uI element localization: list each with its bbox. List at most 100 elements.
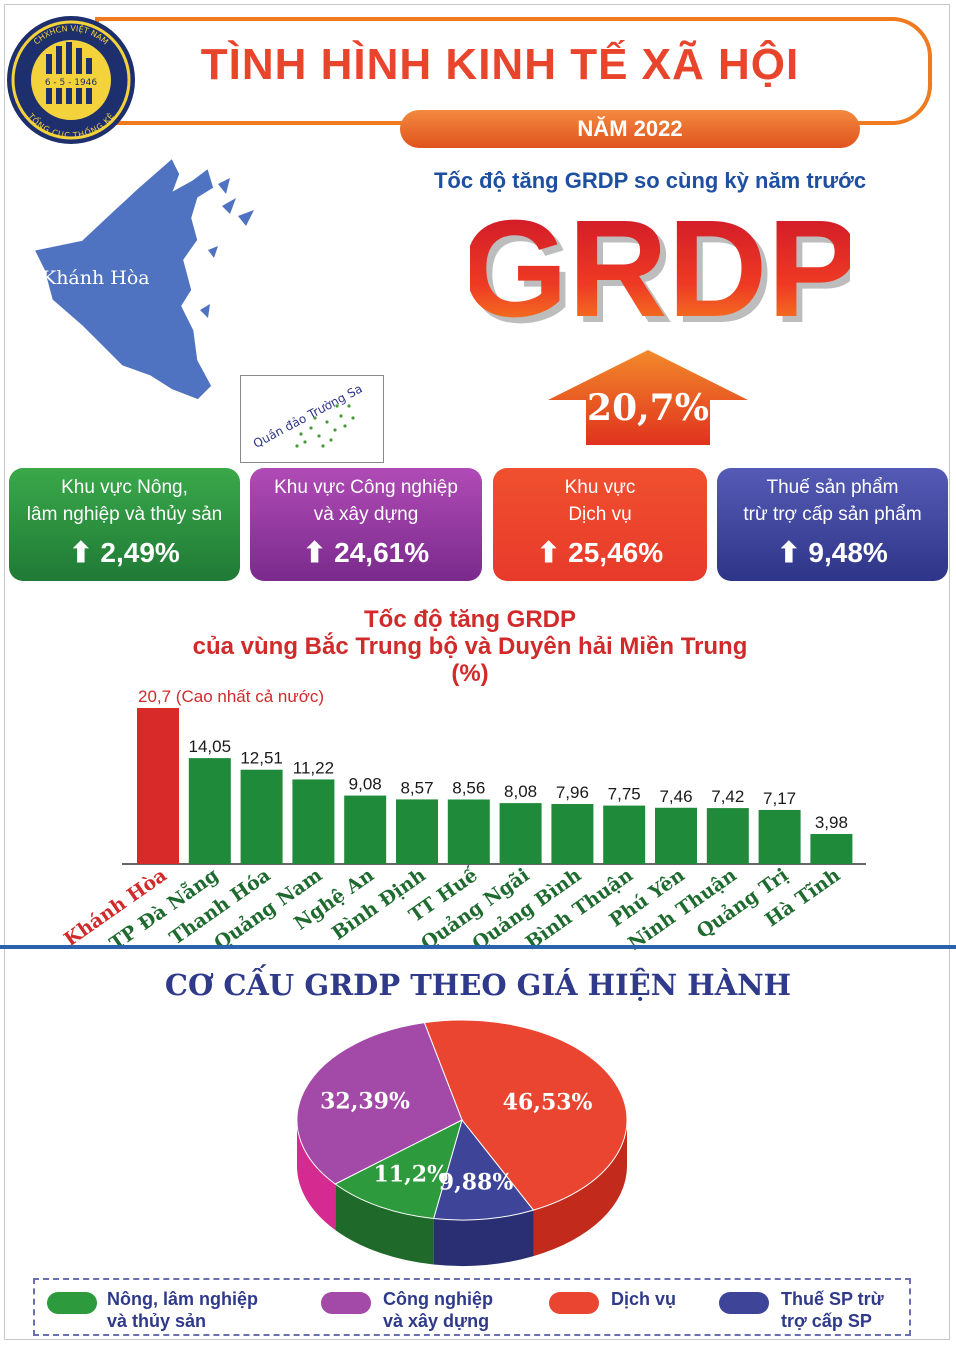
bar [758,809,801,864]
bar-value-label: 8,08 [504,782,537,801]
bar-chart-title-2: của vùng Bắc Trung bộ và Duyên hải Miền … [192,633,748,660]
up-arrow-icon: ⬆ [777,537,801,568]
grdp-bar-chart: 20,7 (Cao nhất cả nước)Khánh Hòa14,05TP … [60,687,866,950]
bar-value-label: 12,51 [240,749,283,768]
statistics-office-logo: 6 - 5 - 1946 CHXHCN VIỆT NAM TỔNG CỤC TH… [7,16,135,144]
pie-value-label: 32,39% [320,1088,410,1114]
pie-slice-side [335,1183,434,1265]
pie-slice [334,1119,463,1220]
legend-item-industry: Công nghiệp và xây dựng [383,1288,493,1332]
bar-value-label: 3,98 [815,813,848,832]
card-label: Khu vực Công nghiệp [274,477,458,498]
legend-label: Công nghiệp [383,1289,493,1309]
bar [137,708,179,864]
pie-slice-side [433,1210,534,1266]
sector-card-services: Khu vực Dịch vụ ⬆ 25,46% [493,468,707,581]
bar-value-label: 7,75 [608,785,641,804]
legend-label: và thủy sản [107,1311,207,1331]
bar [551,804,594,864]
legend-swatch-agri [47,1292,97,1314]
grdp-subtitle: Tốc độ tăng GRDP so cùng kỳ năm trước [433,168,867,193]
legend-swatch-taxes [719,1292,769,1314]
bar [603,805,646,864]
legend-label: trợ cấp SP [781,1311,872,1331]
bar [344,795,387,864]
pie-value-label: 46,53% [503,1090,593,1116]
grdp-structure-pie: 46,53% 9,88%11,2% 32,39% [296,1019,628,1266]
bar [292,779,335,864]
up-arrow-icon: ⬆ [302,537,327,568]
card-label: Khu vực Nông, [61,477,188,498]
bar [188,758,231,864]
legend-label: và xây dựng [383,1311,490,1331]
bar-value-label: 20,7 (Cao nhất cả nước) [138,687,324,706]
bar-value-label: 8,56 [452,778,485,797]
province-shape [32,156,215,401]
legend-swatch-industry [321,1292,371,1314]
pie-value-label: 9,88% [439,1169,514,1195]
card-value: 24,61% [334,537,430,568]
pie-legend: Nông, lâm nghiệp và thủy sản Công nghiệp v… [33,1278,911,1336]
sector-card-industry: Khu vực Công nghiệp và xây dựng ⬆ 24,61% [250,468,482,581]
bar-chart-title-1: Tốc độ tăng GRDP [364,606,576,633]
sector-card-taxes: Thuế sản phẩm trừ trợ cấp sản phẩm ⬆ 9,48… [717,468,948,581]
pie-value-label: 11,2% [374,1162,449,1188]
bar-value-label: 9,08 [349,775,382,794]
legend-label: Dịch vụ [611,1289,677,1309]
pie-chart-title: CƠ CẤU GRDP THEO GIÁ HIỆN HÀNH [164,968,792,1002]
legend-item-agri: Nông, lâm nghiệp và thủy sản [107,1288,258,1332]
bar-value-label: 7,96 [556,783,589,802]
grdp-growth-value: 20,7% [587,387,709,429]
bar-value-label: 7,46 [659,787,692,806]
pie-slice-side [533,1120,627,1257]
legend-item-services: Dịch vụ [611,1288,676,1310]
legend-label: Thuế SP trừ [781,1289,884,1309]
bar [810,834,853,864]
legend-item-taxes: Thuế SP trừ trợ cấp SP [781,1288,884,1332]
year-badge: NĂM 2022 [400,110,860,148]
grdp-wordmark: GRDP GRDP [470,200,850,340]
islands-shape [200,178,254,318]
khanh-hoa-map: Khánh Hòa [32,156,254,401]
spratly-label: Quần đảo Trường Sa [251,381,365,450]
bar-value-label: 8,57 [400,778,433,797]
page-title: TÌNH HÌNH KINH TẾ XÃ HỘI [200,40,800,89]
spratly-inset: Quần đảo Trường Sa [240,375,384,463]
card-value: 2,49% [100,537,180,568]
bar [499,803,542,864]
card-label: Khu vực [564,477,636,498]
card-label: và xây dựng [313,504,419,525]
bar-value-label: 11,22 [293,758,334,777]
up-arrow-icon: ⬆ [536,537,561,568]
card-value: 9,48% [808,537,888,568]
bar-value-label: 7,42 [711,787,744,806]
bar [240,769,283,864]
pie-slice [432,1118,535,1221]
up-arrow-icon: ⬆ [69,537,93,568]
bar-chart-title-3: (%) [451,660,489,687]
page-frame [4,4,950,1340]
card-label: Thuế sản phẩm [766,477,899,498]
bar [396,799,438,864]
province-label: Khánh Hòa [42,267,150,289]
card-value: 25,46% [568,537,664,568]
legend-label: Nông, lâm nghiệp [107,1289,258,1309]
up-arrow-icon: 20,7% [548,350,748,445]
card-label: Dịch vụ [568,504,632,525]
spratly-dots [295,404,355,448]
bar [706,808,749,864]
card-label: lâm nghiệp và thủy sản [26,504,223,525]
legend-swatch-services [549,1292,599,1314]
section-divider [0,945,956,949]
pie-slice-side [297,1120,336,1230]
logo-date: 6 - 5 - 1946 [45,78,98,88]
bar-value-label: 14,05 [189,737,232,756]
grdp-word: GRDP [470,200,850,340]
bar [655,807,697,864]
bar [447,799,490,864]
card-label: trừ trợ cấp sản phẩm [743,504,922,525]
pie-slice [423,1019,628,1211]
sector-card-agriculture: Khu vực Nông, lâm nghiệp và thủy sản ⬆ 2,… [9,468,240,581]
pie-slice [296,1022,463,1185]
bar-value-label: 7,17 [763,789,796,808]
